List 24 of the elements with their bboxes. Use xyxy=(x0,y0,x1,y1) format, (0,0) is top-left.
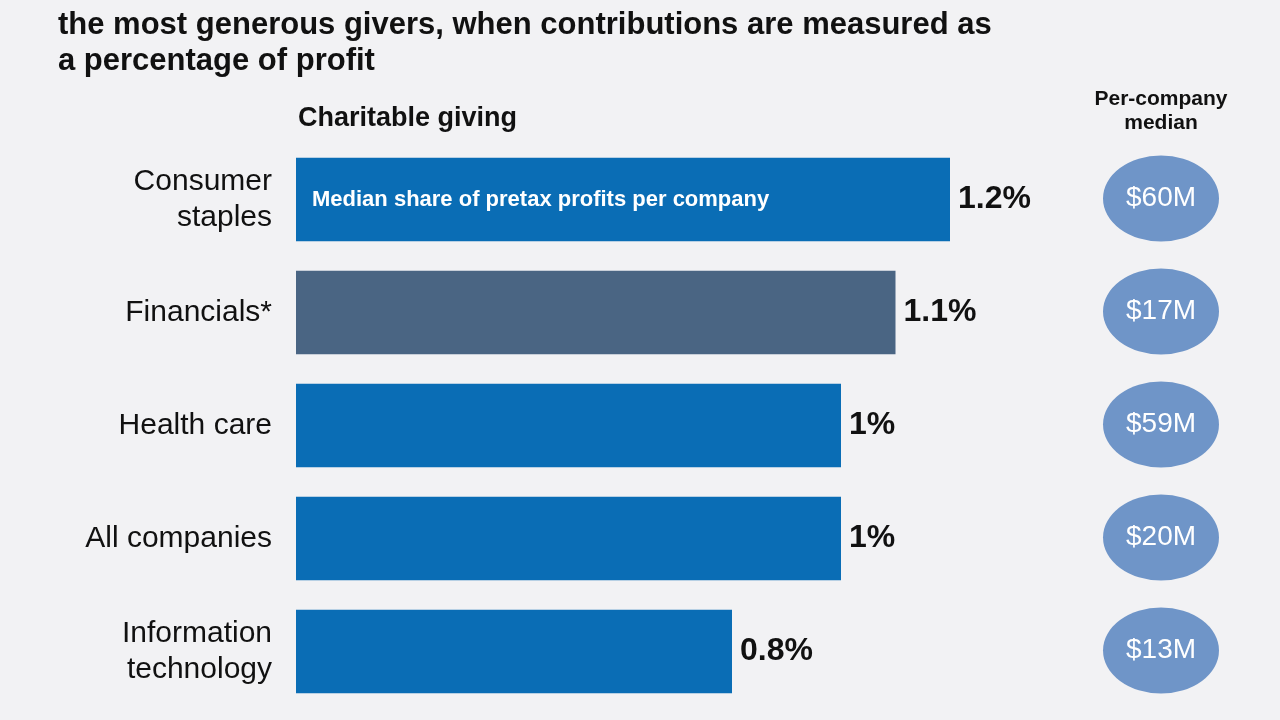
y-tick-label: Financials* xyxy=(125,293,273,327)
data-label: $59M xyxy=(1125,407,1197,439)
y-tick-label: All companies xyxy=(85,519,272,553)
data-label: $20M xyxy=(1125,520,1197,552)
annotation: Median share of pretax profits per company xyxy=(312,185,770,211)
data-label: 1% xyxy=(849,405,896,442)
y-tick-label: Information technology xyxy=(121,614,272,684)
chart-subtitle: Charitable giving xyxy=(298,102,518,133)
y-tick-label: Health care xyxy=(118,406,272,440)
chart-title: the most generous givers, when contributions are measured as a percentage of profit xyxy=(58,6,993,78)
bar xyxy=(296,157,950,242)
bar xyxy=(296,270,896,355)
data-label: 1.1% xyxy=(903,292,977,329)
text: Per-company median xyxy=(1093,86,1229,134)
y-tick-label: Consumer staples xyxy=(133,162,272,232)
bar xyxy=(296,383,841,468)
data-label: $60M xyxy=(1125,181,1197,213)
data-label: 0.8% xyxy=(740,631,813,668)
data-label: 1.2% xyxy=(958,179,1031,216)
bar xyxy=(296,609,732,694)
data-label: 1% xyxy=(849,518,896,555)
data-label: $17M xyxy=(1125,294,1197,326)
bar xyxy=(296,496,841,581)
data-label: $13M xyxy=(1125,633,1197,665)
